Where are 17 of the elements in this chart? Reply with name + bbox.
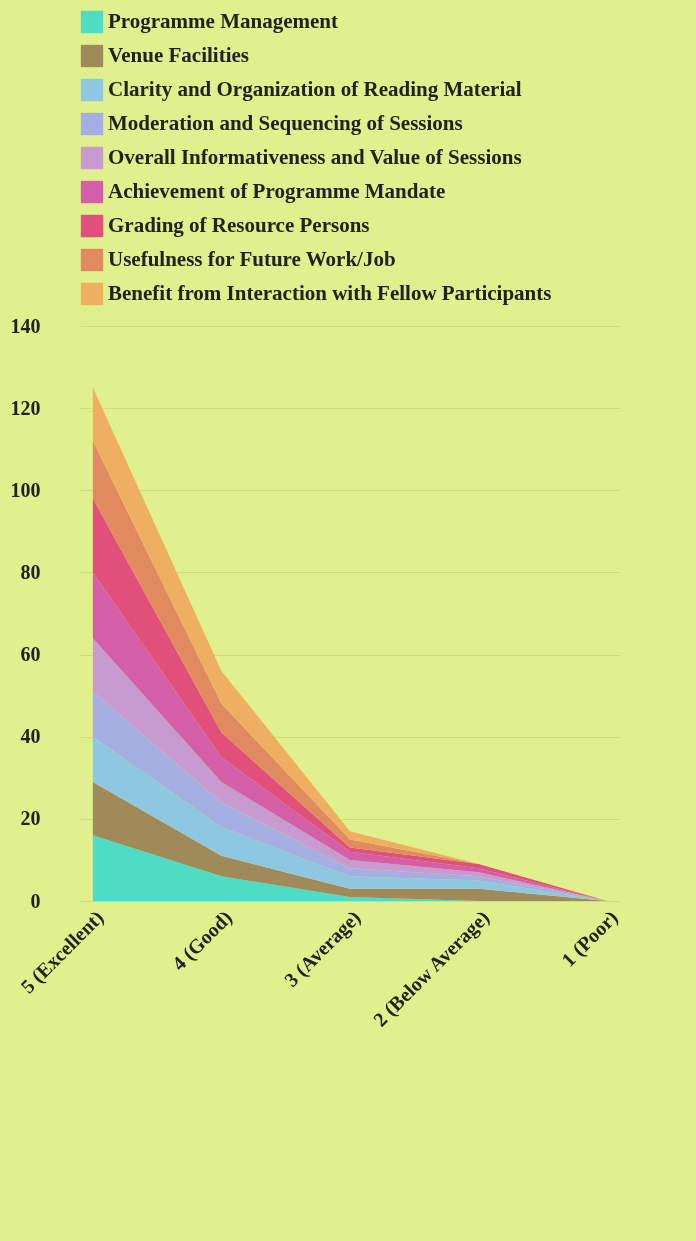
y-tick-label: 40 xyxy=(20,725,41,748)
y-tick-label: 20 xyxy=(20,807,41,830)
y-tick-label: 0 xyxy=(30,889,41,912)
y-tick-label: 120 xyxy=(10,396,41,419)
legend-label: Venue Facilities xyxy=(108,43,249,67)
y-tick-label: 100 xyxy=(10,478,41,501)
legend-label: Overall Informativeness and Value of Sessions xyxy=(108,145,522,169)
legend-label: Benefit from Interaction with Fellow Participants xyxy=(108,281,552,305)
legend-label: Grading of Resource Persons xyxy=(108,213,370,237)
y-tick-label: 80 xyxy=(20,560,41,583)
y-tick-label: 60 xyxy=(20,643,41,666)
legend-label: Clarity and Organization of Reading Material xyxy=(108,77,522,101)
legend-label: Moderation and Sequencing of Sessions xyxy=(108,111,463,135)
legend-label: Programme Management xyxy=(108,9,338,33)
legend-label: Achievement of Programme Mandate xyxy=(108,179,446,203)
y-tick-label: 140 xyxy=(10,314,41,337)
legend-label: Usefulness for Future Work/Job xyxy=(108,247,396,271)
